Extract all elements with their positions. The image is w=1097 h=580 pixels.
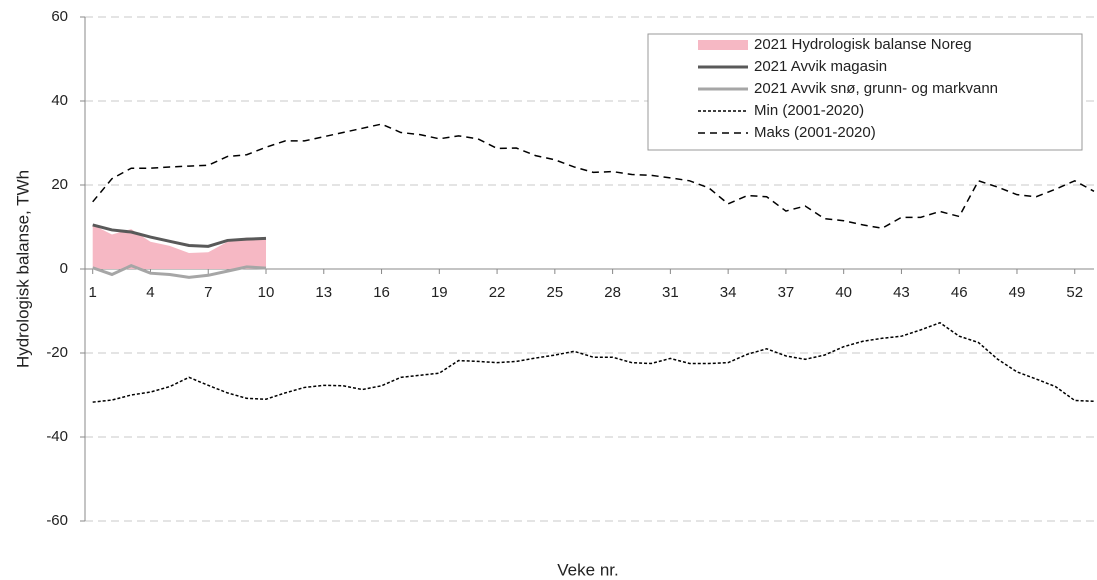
x-tick-label: 43 <box>893 284 910 301</box>
line <box>92 321 1095 403</box>
x-tick-label: 10 <box>258 284 275 301</box>
x-tick-label: 52 <box>1066 284 1083 301</box>
x-tick-label: 46 <box>951 284 968 301</box>
y-tick-label: -60 <box>46 512 68 529</box>
legend-label: 2021 Avvik magasin <box>754 58 887 75</box>
y-tick-label: 0 <box>60 260 68 277</box>
line <box>92 223 267 248</box>
x-tick-label: 25 <box>546 284 563 301</box>
x-tick-label: 31 <box>662 284 679 301</box>
x-tick-label: 19 <box>431 284 448 301</box>
legend-box <box>647 33 1083 151</box>
x-tick-label: 22 <box>489 284 506 301</box>
line <box>92 123 1095 230</box>
legend: 2021 Hydrologisk balanse Noreg 2021 Avvik… <box>647 33 1083 151</box>
legend-label: Min (2001-2020) <box>754 102 864 119</box>
x-tick-label: 1 <box>89 284 97 301</box>
area <box>92 224 267 269</box>
x-tick-label: 34 <box>720 284 737 301</box>
legend-label: 2021 Hydrologisk balanse Noreg <box>754 36 972 53</box>
x-tick-label: 16 <box>373 284 390 301</box>
y-tick-label: 40 <box>51 92 68 109</box>
x-tick-label: 28 <box>604 284 621 301</box>
x-tick-label: 37 <box>778 284 795 301</box>
x-axis-label: Veke nr. <box>557 560 618 579</box>
x-tick-label: 40 <box>835 284 852 301</box>
y-tick-label: 20 <box>51 176 68 193</box>
legend-label: 2021 Avvik snø, grunn- og markvann <box>754 80 998 97</box>
x-tick-label: 7 <box>204 284 212 301</box>
y-tick-label: -40 <box>46 428 68 445</box>
x-tick-label: 4 <box>146 284 154 301</box>
y-tick-label: 60 <box>51 8 68 25</box>
x-tick-label: 13 <box>315 284 332 301</box>
x-tick-label: 49 <box>1009 284 1026 301</box>
y-tick-label: -20 <box>46 344 68 361</box>
y-axis-label: Hydrologisk balanse, TWh <box>13 170 32 368</box>
legend-label: Maks (2001-2020) <box>754 124 876 141</box>
line <box>92 264 267 279</box>
